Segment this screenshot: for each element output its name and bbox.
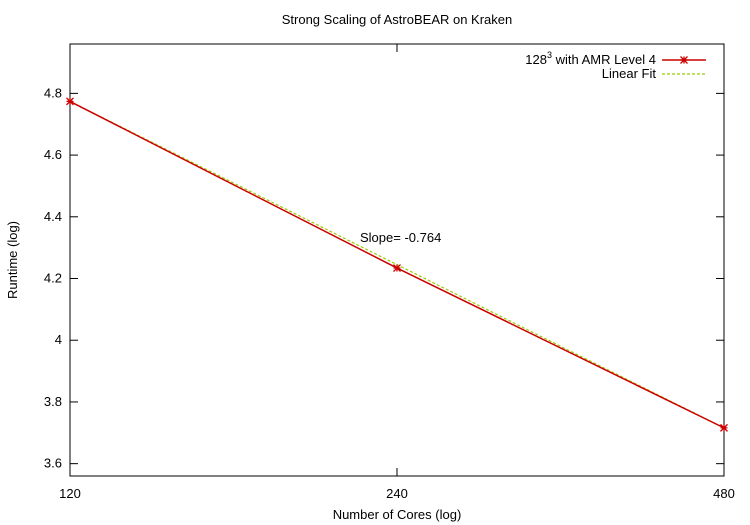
legend-label-base: 128 bbox=[525, 52, 547, 67]
x-tick-label: 120 bbox=[59, 486, 81, 501]
y-tick-label: 3.8 bbox=[44, 394, 62, 409]
runtime-point bbox=[393, 264, 401, 272]
y-tick-label: 3.6 bbox=[44, 456, 62, 471]
legend-label-fit: Linear Fit bbox=[602, 66, 657, 81]
series-layer bbox=[66, 97, 728, 432]
legend: 1283 with AMR Level 4 Linear Fit bbox=[525, 50, 706, 81]
legend-marker-data bbox=[680, 56, 688, 64]
y-tick-label: 4 bbox=[55, 332, 62, 347]
legend-marker-star bbox=[680, 56, 688, 64]
chart-title: Strong Scaling of AstroBEAR on Kraken bbox=[282, 12, 513, 27]
y-axis-label: Runtime (log) bbox=[5, 221, 20, 299]
y-tick-label: 4.8 bbox=[44, 85, 62, 100]
runtime-point bbox=[720, 423, 728, 432]
y-tick-label: 4.2 bbox=[44, 271, 62, 286]
x-axis-label: Number of Cores (log) bbox=[333, 507, 462, 522]
slope-annotation: Slope= -0.764 bbox=[360, 230, 441, 245]
x-tick-label: 240 bbox=[386, 486, 408, 501]
x-tick-label: 480 bbox=[713, 486, 735, 501]
y-tick-label: 4.4 bbox=[44, 209, 62, 224]
legend-label-rest: with AMR Level 4 bbox=[552, 52, 656, 67]
y-axis-ticks: 3.6 3.8 4 4.2 4.4 4.6 4.8 bbox=[44, 85, 724, 471]
legend-label-sup: 3 bbox=[547, 50, 552, 60]
legend-label-data: 1283 with AMR Level 4 bbox=[525, 50, 656, 67]
runtime-point bbox=[66, 97, 74, 106]
y-tick-label: 4.6 bbox=[44, 147, 62, 162]
plot-frame bbox=[69, 43, 725, 477]
x-axis-ticks: 120 240 480 bbox=[59, 44, 735, 501]
